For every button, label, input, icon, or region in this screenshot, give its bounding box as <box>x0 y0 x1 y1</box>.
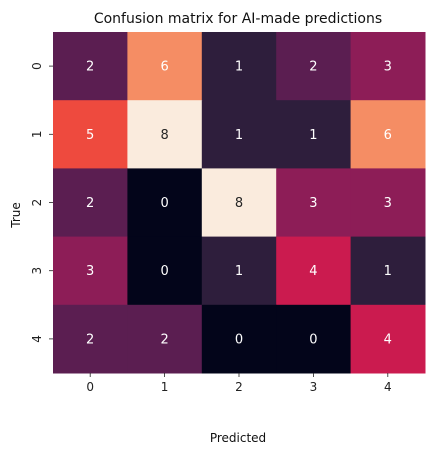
y-tick-label-4: 4 <box>30 335 44 343</box>
heatmap-cell-r4-c0 <box>53 304 128 374</box>
heatmap-cell-r4-c4 <box>350 304 426 374</box>
heatmap-cell-r0-c1 <box>127 32 203 101</box>
cell-value-r3-c0: 3 <box>86 264 94 279</box>
cell-value-r4-c1: 2 <box>160 332 168 347</box>
heatmap-cell-r2-c0 <box>53 168 128 238</box>
heatmap-cell-r0-c2 <box>201 32 277 101</box>
cell-value-r2-c0: 2 <box>86 196 94 211</box>
cell-value-r3-c4: 1 <box>384 264 392 279</box>
heatmap-cell-r2-c2 <box>201 168 277 238</box>
heatmap-cell-r4-c3 <box>276 304 352 374</box>
cell-value-r2-c4: 3 <box>384 196 392 211</box>
heatmap-cell-r3-c0 <box>53 236 128 306</box>
cell-value-r1-c3: 1 <box>309 128 317 143</box>
x-axis-label: Predicted <box>210 431 266 445</box>
heatmap-cell-r2-c4 <box>350 168 426 238</box>
cell-value-r1-c4: 6 <box>384 128 392 143</box>
heatmap-cell-r0-c0 <box>53 32 128 101</box>
y-tick-label-0: 0 <box>30 62 44 70</box>
chart-title: Confusion matrix for AI-made predictions <box>94 11 382 27</box>
cell-value-r0-c4: 3 <box>384 60 392 75</box>
cell-value-r0-c3: 2 <box>309 60 317 75</box>
heatmap-cell-r3-c3 <box>276 236 352 306</box>
heatmap-cell-r1-c4 <box>350 100 426 169</box>
cell-value-r0-c1: 6 <box>160 60 168 75</box>
cell-value-r1-c2: 1 <box>235 128 243 143</box>
cell-value-r2-c1: 0 <box>160 196 168 211</box>
heatmap-cell-r3-c4 <box>350 236 426 306</box>
heatmap-cell-r4-c2 <box>201 304 277 374</box>
x-axis-ticks: 0 1 2 3 4 <box>86 373 392 394</box>
cell-value-r1-c1: 8 <box>160 128 168 143</box>
x-tick-label-0: 0 <box>86 380 94 394</box>
cell-value-r4-c3: 0 <box>309 332 317 347</box>
heatmap-cell-r1-c0 <box>53 100 128 169</box>
heatmap-cells <box>53 32 426 374</box>
cell-value-r2-c3: 3 <box>309 196 317 211</box>
y-tick-label-1: 1 <box>30 130 44 138</box>
heatmap-cell-r2-c1 <box>127 168 203 238</box>
cell-value-r0-c2: 1 <box>235 60 243 75</box>
x-tick-label-1: 1 <box>161 380 169 394</box>
cell-value-r2-c2: 8 <box>235 196 243 211</box>
cell-value-r3-c1: 0 <box>160 264 168 279</box>
heatmap-cell-r2-c3 <box>276 168 352 238</box>
heatmap-cell-r1-c1 <box>127 100 203 169</box>
heatmap-cell-r4-c1 <box>127 304 203 374</box>
heatmap-cell-r3-c1 <box>127 236 203 306</box>
x-tick-label-3: 3 <box>310 380 318 394</box>
heatmap-cell-r1-c2 <box>201 100 277 169</box>
cell-value-r0-c0: 2 <box>86 60 94 75</box>
cell-value-r3-c3: 4 <box>309 264 317 279</box>
heatmap-cell-r0-c3 <box>276 32 352 101</box>
y-axis-ticks: 0 1 2 3 4 <box>30 62 53 343</box>
x-tick-label-2: 2 <box>235 380 243 394</box>
x-tick-label-4: 4 <box>384 380 392 394</box>
cell-value-r4-c4: 4 <box>384 332 392 347</box>
cell-value-r1-c0: 5 <box>86 128 94 143</box>
y-tick-label-3: 3 <box>30 267 44 275</box>
cell-value-r3-c2: 1 <box>235 264 243 279</box>
heatmap-cell-r1-c3 <box>276 100 352 169</box>
y-tick-label-2: 2 <box>30 199 44 207</box>
heatmap-cell-r3-c2 <box>201 236 277 306</box>
cell-value-r4-c0: 2 <box>86 332 94 347</box>
cell-value-r4-c2: 0 <box>235 332 243 347</box>
heatmap-cell-values: 2 6 1 2 35 8 1 1 62 0 8 3 33 0 1 4 12 2 0 0 4 <box>86 60 392 348</box>
heatmap-cell-r0-c4 <box>350 32 426 101</box>
y-axis-label: True <box>9 202 23 229</box>
